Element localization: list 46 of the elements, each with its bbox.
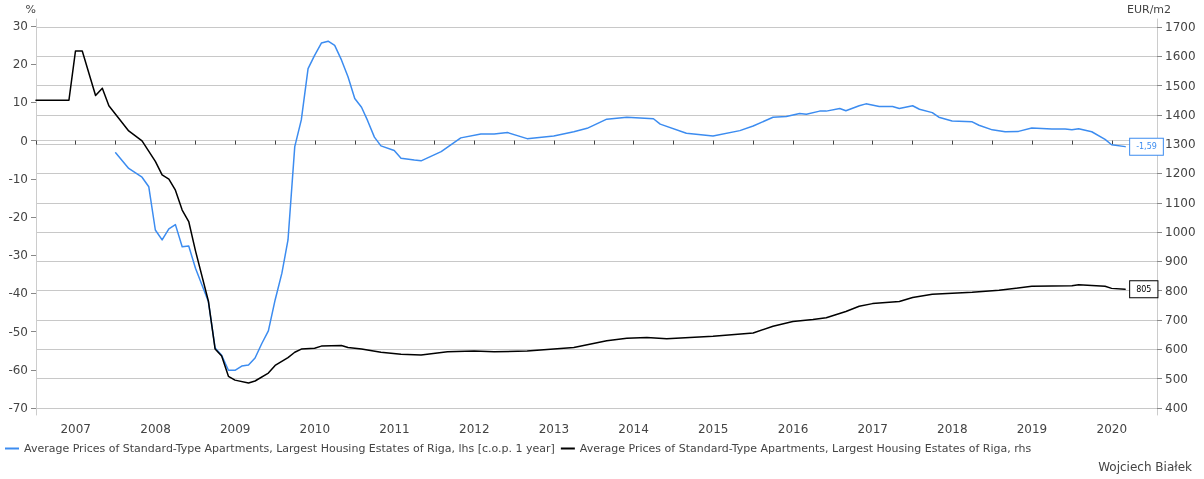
y2-tick-label: 1700 — [1165, 19, 1196, 34]
y2-tick-label: 500 — [1165, 371, 1188, 386]
x-tick-label: 2011 — [379, 422, 410, 436]
x-tick-label: 2017 — [857, 422, 888, 436]
y-tick-label: -40 — [8, 286, 28, 301]
x-tick-label: 2013 — [538, 422, 570, 436]
x-tick-label: 2015 — [697, 422, 729, 436]
y2-axis-title: EUR/m2 — [1127, 3, 1172, 16]
y2-tick-label: 900 — [1165, 254, 1188, 269]
y2-tick-label: 700 — [1165, 313, 1188, 328]
y-tick-label: -10 — [8, 171, 28, 186]
y2-tick-label: 1100 — [1165, 195, 1196, 210]
y-tick-label: 30 — [12, 18, 28, 33]
y2-tick-label: 1600 — [1165, 49, 1196, 64]
data-label: 805 — [1136, 284, 1152, 294]
y2-tick-label: 800 — [1165, 283, 1188, 298]
y2-tick-label: 1400 — [1165, 107, 1196, 122]
y-tick-label: 20 — [12, 57, 28, 72]
x-tick-label: 2019 — [1016, 422, 1048, 436]
x-tick-label: 2010 — [299, 422, 331, 436]
y2-tick-label: 400 — [1165, 400, 1188, 415]
legend-label: Average Prices of Standard-Type Apartments, Largest Housing Estates of Riga, lhs [c.o.p. 1 year] — [24, 442, 555, 455]
y2-tick-label: 1000 — [1165, 225, 1196, 240]
y-tick-label: -30 — [8, 248, 28, 263]
x-tick-label: 2018 — [937, 422, 968, 436]
y-tick-label: -50 — [8, 324, 28, 339]
x-tick-label: 2014 — [618, 422, 649, 436]
y-tick-label: -60 — [8, 362, 28, 377]
y2-tick-label: 600 — [1165, 342, 1188, 357]
text: Wojciech Białek — [1098, 460, 1192, 474]
x-tick-label: 2016 — [777, 422, 809, 436]
x-tick-label: 2009 — [219, 422, 251, 436]
legend-label: Average Prices of Standard-Type Apartments, Largest Housing Estates of Riga, rhs — [579, 442, 1032, 455]
y-tick-label: -20 — [8, 210, 28, 224]
y-tick-label: 10 — [12, 95, 28, 110]
x-tick-label: 2020 — [1096, 422, 1128, 436]
y2-tick-label: 1200 — [1165, 166, 1196, 181]
y-axis-title: % — [25, 3, 36, 16]
y2-tick-label: 1300 — [1165, 137, 1196, 152]
x-tick-label: 2007 — [60, 422, 91, 436]
x-tick-label: 2008 — [140, 422, 171, 436]
y-tick-label: -70 — [8, 401, 28, 416]
y2-tick-label: 1500 — [1165, 78, 1196, 93]
data-label: -1,59 — [1136, 142, 1157, 152]
y-tick-label: 0 — [20, 133, 28, 148]
x-tick-label: 2012 — [459, 422, 490, 436]
